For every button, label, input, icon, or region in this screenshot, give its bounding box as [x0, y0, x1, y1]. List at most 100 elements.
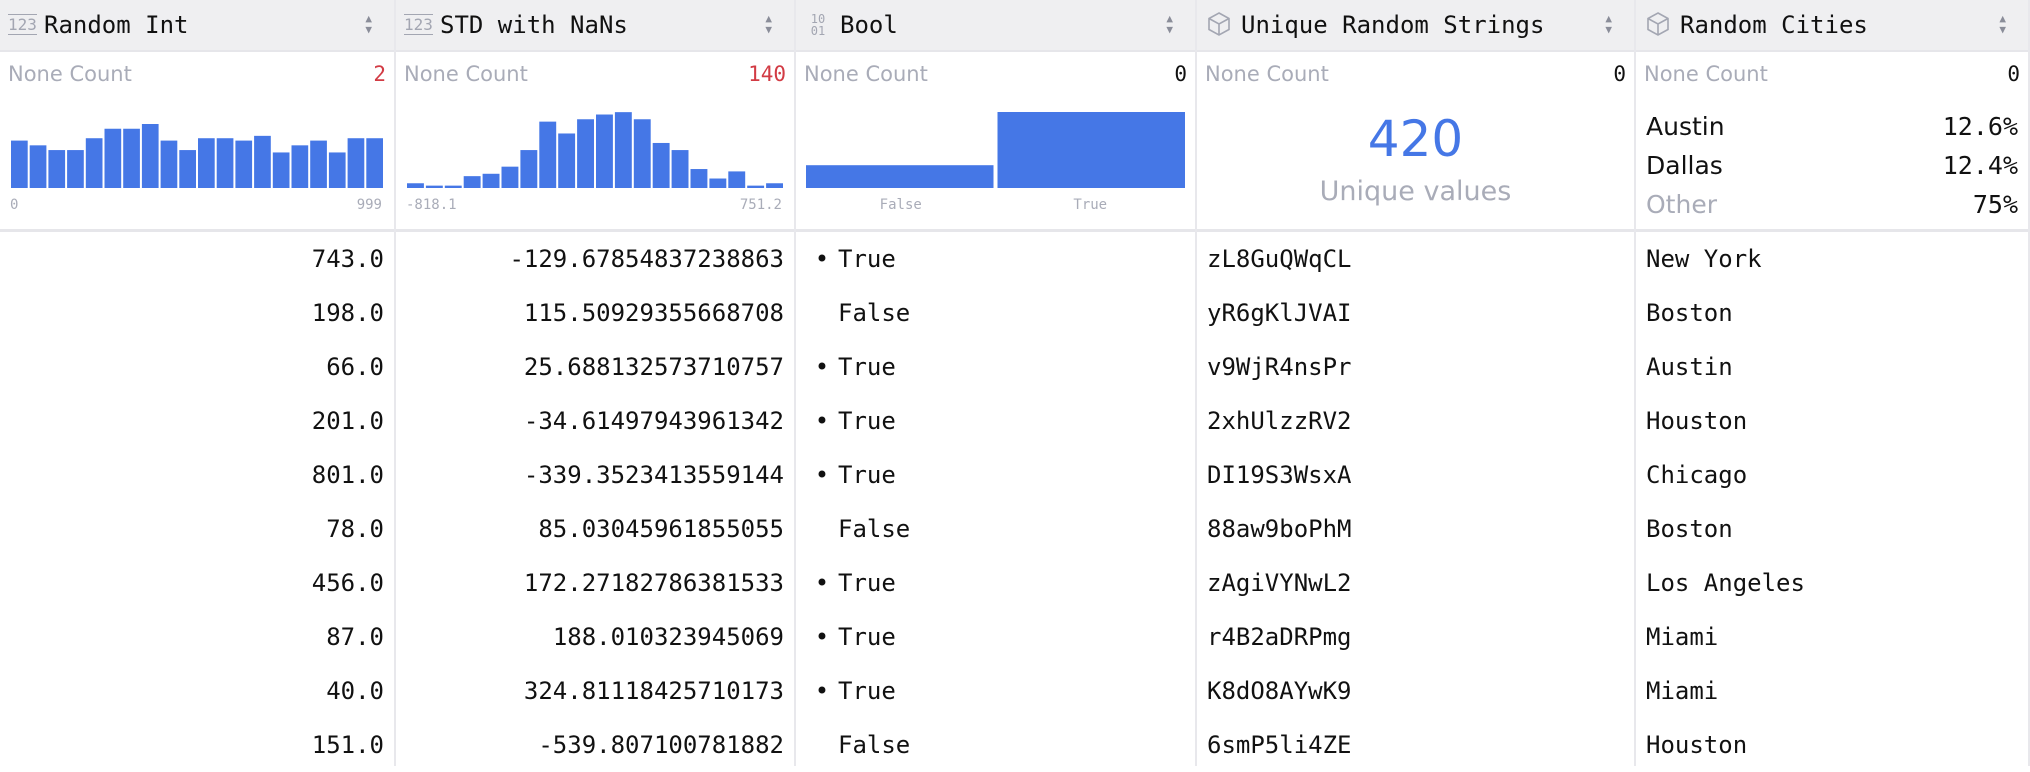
sort-icon[interactable]: ▲ ▼: [1999, 12, 2006, 36]
table-cell[interactable]: 40.0: [0, 664, 394, 718]
histogram-bar[interactable]: [596, 114, 613, 188]
table-cell[interactable]: Miami: [1636, 610, 2028, 664]
table-cell[interactable]: New York: [1636, 232, 2028, 286]
table-cell[interactable]: -339.3523413559144: [396, 448, 794, 502]
histogram-bar[interactable]: [444, 185, 462, 188]
table-cell[interactable]: 324.81118425710173: [396, 664, 794, 718]
table-cell[interactable]: DI19S3WsxA: [1197, 448, 1634, 502]
table-cell[interactable]: yR6gKlJVAI: [1197, 286, 1634, 340]
histogram-bar[interactable]: [366, 138, 383, 188]
table-cell[interactable]: 25.688132573710757: [396, 340, 794, 394]
table-cell[interactable]: 2xhUlzzRV2: [1197, 394, 1634, 448]
histogram-bar[interactable]: [728, 171, 746, 188]
column-header[interactable]: 123 Random Int ▲ ▼: [0, 0, 394, 52]
histogram-bar[interactable]: [67, 150, 84, 188]
table-cell[interactable]: Chicago: [1636, 448, 2028, 502]
table-cell[interactable]: 87.0: [0, 610, 394, 664]
histogram-bar[interactable]: [310, 140, 327, 188]
histogram-bar[interactable]: [747, 185, 765, 188]
table-cell[interactable]: • True: [796, 556, 1195, 610]
histogram-bar[interactable]: [328, 152, 346, 188]
table-cell[interactable]: 743.0: [0, 232, 394, 286]
table-cell[interactable]: r4B2aDRPmg: [1197, 610, 1634, 664]
histogram-bar[interactable]: [671, 150, 689, 188]
table-cell[interactable]: -539.807100781882: [396, 718, 794, 772]
histogram-bar[interactable]: [291, 145, 309, 188]
table-cell[interactable]: 66.0: [0, 340, 394, 394]
column-header[interactable]: Unique Random Strings ▲ ▼: [1197, 0, 1634, 52]
table-cell[interactable]: 188.010323945069: [396, 610, 794, 664]
table-cell[interactable]: False: [796, 502, 1195, 556]
table-cell[interactable]: • True: [796, 448, 1195, 502]
histogram-bar[interactable]: [652, 142, 670, 188]
table-cell[interactable]: False: [796, 718, 1195, 772]
table-cell[interactable]: Boston: [1636, 286, 2028, 340]
table-cell[interactable]: • True: [796, 610, 1195, 664]
histogram-bar[interactable]: [198, 138, 215, 188]
sort-icon[interactable]: ▲ ▼: [765, 12, 772, 36]
bool-bar-true[interactable]: [997, 112, 1186, 188]
histogram-bar[interactable]: [235, 140, 253, 188]
histogram-bar[interactable]: [347, 138, 365, 188]
table-cell[interactable]: Houston: [1636, 718, 2028, 772]
histogram-bar[interactable]: [501, 166, 519, 188]
table-cell[interactable]: 78.0: [0, 502, 394, 556]
table-cell[interactable]: 456.0: [0, 556, 394, 610]
table-cell[interactable]: 6smP5li4ZE: [1197, 718, 1634, 772]
table-cell[interactable]: zL8GuQWqCL: [1197, 232, 1634, 286]
histogram-bar[interactable]: [614, 112, 632, 188]
column-header[interactable]: 123 STD with NaNs ▲ ▼: [396, 0, 794, 52]
sort-icon[interactable]: ▲ ▼: [1605, 12, 1612, 36]
table-cell[interactable]: v9WjR4nsPr: [1197, 340, 1634, 394]
histogram-bar[interactable]: [29, 145, 47, 188]
histogram-bar[interactable]: [141, 124, 159, 188]
histogram-bar[interactable]: [425, 185, 443, 188]
histogram-bar[interactable]: [179, 150, 196, 188]
table-cell[interactable]: • True: [796, 232, 1195, 286]
histogram-bar[interactable]: [272, 152, 290, 188]
column-header[interactable]: 10 01 Bool ▲ ▼: [796, 0, 1195, 52]
histogram-bar[interactable]: [482, 173, 500, 188]
histogram-bar[interactable]: [407, 183, 424, 188]
table-cell[interactable]: 151.0: [0, 718, 394, 772]
table-cell[interactable]: Miami: [1636, 664, 2028, 718]
histogram-bar[interactable]: [520, 150, 538, 188]
table-cell[interactable]: False: [796, 286, 1195, 340]
table-cell[interactable]: 172.27182786381533: [396, 556, 794, 610]
table-cell[interactable]: 801.0: [0, 448, 394, 502]
histogram-bar[interactable]: [216, 138, 234, 188]
histogram-bar[interactable]: [254, 135, 271, 188]
column-header[interactable]: Random Cities ▲ ▼: [1636, 0, 2028, 52]
histogram-bar[interactable]: [577, 119, 594, 188]
sort-icon[interactable]: ▲ ▼: [365, 12, 372, 36]
histogram-bar[interactable]: [160, 140, 178, 188]
histogram-bar[interactable]: [85, 138, 103, 188]
histogram-bar[interactable]: [463, 176, 481, 188]
histogram-bar[interactable]: [709, 178, 727, 188]
bool-bar-false[interactable]: [806, 165, 994, 188]
histogram-bar[interactable]: [123, 128, 140, 188]
table-cell[interactable]: Los Angeles: [1636, 556, 2028, 610]
histogram-bar[interactable]: [104, 128, 122, 188]
table-cell[interactable]: zAgiVYNwL2: [1197, 556, 1634, 610]
histogram-bar[interactable]: [558, 133, 576, 188]
histogram-bar[interactable]: [11, 140, 28, 188]
table-cell[interactable]: 201.0: [0, 394, 394, 448]
table-cell[interactable]: Houston: [1636, 394, 2028, 448]
table-cell[interactable]: • True: [796, 664, 1195, 718]
sort-icon[interactable]: ▲ ▼: [1166, 12, 1173, 36]
table-cell[interactable]: 88aw9boPhM: [1197, 502, 1634, 556]
histogram-bar[interactable]: [539, 121, 557, 188]
histogram-bar[interactable]: [690, 169, 708, 188]
table-cell[interactable]: -129.67854837238863: [396, 232, 794, 286]
table-cell[interactable]: Austin: [1636, 340, 2028, 394]
table-cell[interactable]: 198.0: [0, 286, 394, 340]
histogram-bar[interactable]: [48, 150, 66, 188]
histogram-bar[interactable]: [766, 183, 783, 188]
table-cell[interactable]: • True: [796, 394, 1195, 448]
table-cell[interactable]: Boston: [1636, 502, 2028, 556]
table-cell[interactable]: 115.50929355668708: [396, 286, 794, 340]
table-cell[interactable]: -34.61497943961342: [396, 394, 794, 448]
table-cell[interactable]: K8dO8AYwK9: [1197, 664, 1634, 718]
table-cell[interactable]: 85.03045961855055: [396, 502, 794, 556]
